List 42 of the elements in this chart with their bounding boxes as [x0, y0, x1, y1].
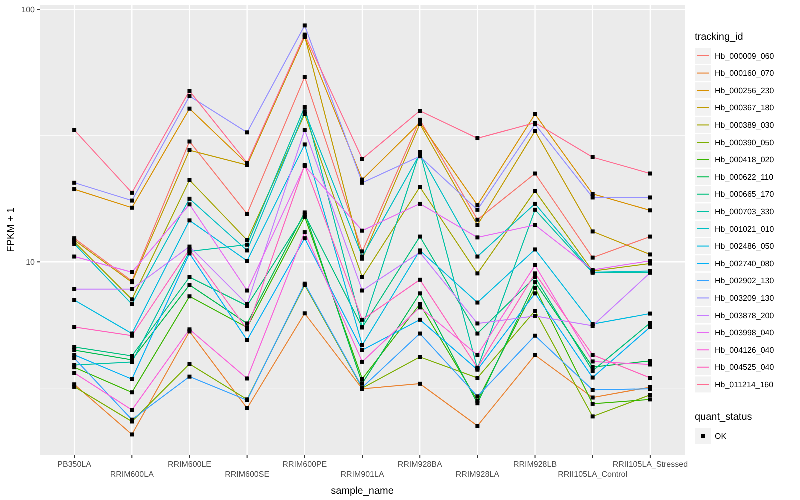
x-tick-label: RRIM600SE	[225, 470, 270, 479]
x-tick-label: RRII105LA_Stressed	[612, 460, 688, 469]
legend-label: Hb_000622_110	[715, 172, 774, 182]
legend-label: Hb_000665_170	[715, 190, 775, 200]
legend-label: Hb_003998_040	[715, 328, 775, 338]
legend-label: Hb_011214_160	[715, 380, 774, 390]
legend-label: Hb_000389_030	[715, 121, 775, 130]
legend-label: Hb_003878_200	[715, 311, 775, 320]
x-tick-label: RRII105LA_Control	[558, 470, 628, 479]
legend-label: Hb_000009_060	[715, 52, 775, 61]
line-series	[74, 144, 651, 346]
legend-title: tracking_id	[695, 32, 744, 43]
legend-label: Hb_000703_330	[715, 208, 775, 216]
legend-label: Hb_000160_070	[715, 69, 775, 78]
legend-label: Hb_002902_130	[715, 276, 775, 286]
x-tick-label: RRIM600PE	[282, 460, 328, 469]
line-series	[74, 313, 651, 436]
x-tick-label: RRIM928LB	[513, 460, 558, 469]
legend-label: Hb_004525_040	[715, 363, 775, 372]
y-tick-label: 100	[22, 6, 36, 15]
legend-label: Hb_000256_230	[715, 86, 775, 96]
x-tick-label: RRIM600LA	[110, 470, 155, 479]
legend-label: OK	[715, 432, 728, 441]
legend-label: Hb_001021_010	[715, 224, 775, 234]
line-series	[74, 238, 651, 380]
legend-label: Hb_002740_080	[715, 259, 775, 268]
y-tick-label: 10	[26, 258, 36, 267]
x-tick-label: RRIM901LA	[340, 470, 385, 479]
legend-label: Hb_002486_050	[715, 242, 775, 252]
legend-label: Hb_000390_050	[715, 138, 775, 148]
text: quant_status	[695, 412, 752, 423]
line-series	[74, 130, 651, 327]
legend-label: Hb_004126_040	[715, 346, 775, 355]
x-tick-label: RRIM928LA	[456, 470, 500, 479]
x-axis-title: sample_name	[331, 486, 394, 497]
legend-label: Hb_000418_020	[715, 156, 775, 165]
x-tick-label: RRIM600LE	[168, 460, 212, 469]
x-tick-label: RRIM928BA	[398, 460, 443, 469]
legend-label: Hb_000367_180	[715, 104, 775, 113]
x-tick-label: PB350LA	[58, 460, 92, 469]
legend-label: Hb_003209_130	[715, 294, 775, 303]
y-axis-title: FPKM + 1	[6, 207, 17, 252]
